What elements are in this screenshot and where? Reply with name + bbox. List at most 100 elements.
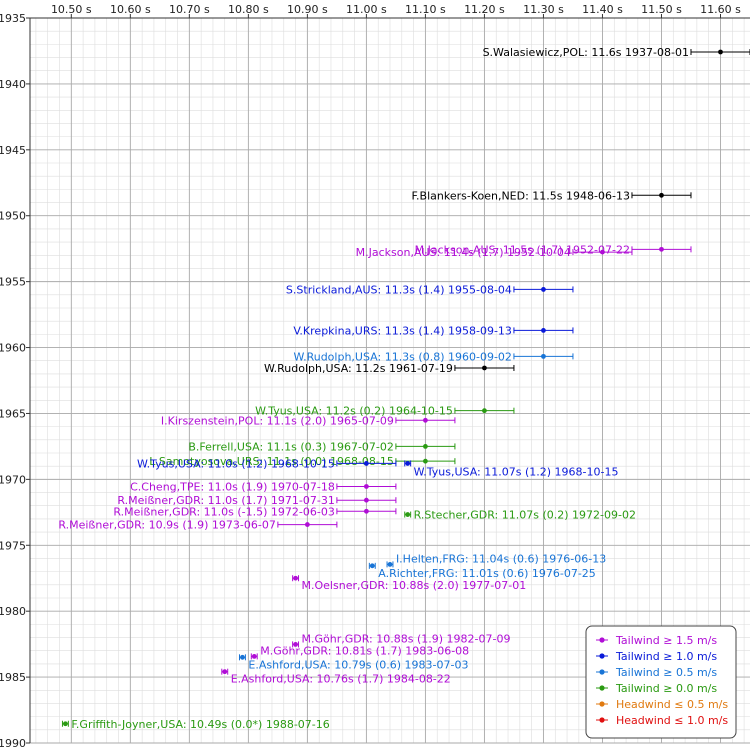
legend-swatch-dot [599, 653, 605, 659]
record-point [405, 461, 411, 466]
x-tick-label: 11.00 s [346, 3, 387, 16]
record-point-group: R.Meißner,GDR: 11.0s (-1.5) 1972-06-03 [113, 505, 397, 518]
record-label: A.Richter,FRG: 11.01s (0.6) 1976-07-25 [378, 567, 596, 580]
y-tick-label: 1955 [0, 276, 26, 289]
legend-label: Tailwind ≥ 1.5 m/s [615, 634, 717, 647]
y-tick-label: 1945 [0, 144, 26, 157]
record-point-group: M.Oelsner,GDR: 10.88s (2.0) 1977-07-01 [292, 575, 526, 592]
record-point [222, 669, 228, 675]
y-tick-label: 1950 [0, 210, 26, 223]
record-point-group: F.Griffith-Joyner,USA: 10.49s (0.0*) 198… [61, 718, 330, 731]
record-point [240, 654, 245, 660]
record-point [718, 49, 723, 55]
record-point [659, 246, 664, 252]
record-label: R.Meißner,GDR: 11.0s (-1.5) 1972-06-03 [113, 505, 334, 518]
record-point [482, 365, 487, 371]
x-tick-label: 11.50 s [641, 3, 682, 16]
x-tick-label: 10.90 s [287, 3, 328, 16]
record-point [387, 561, 393, 567]
record-point [482, 408, 487, 414]
record-point-group: R.Meißner,GDR: 11.0s (1.7) 1971-07-31 [117, 494, 397, 507]
record-point-group: W.Tyus,USA: 11.0s (1.2) 1968-10-15 [137, 457, 397, 470]
record-label: S.Strickland,AUS: 11.3s (1.4) 1955-08-04 [286, 283, 512, 296]
y-tick-label: 1980 [0, 605, 26, 618]
record-point-group: S.Strickland,AUS: 11.3s (1.4) 1955-08-04 [286, 283, 574, 296]
record-point [541, 328, 546, 333]
record-point-group: R.Stecher,GDR: 11.07s (0.2) 1972-09-02 [404, 509, 636, 522]
record-label: M.Jackson,AUS: 11.4s (1.7) 1952-10-04 [356, 246, 571, 259]
record-label: E.Ashford,USA: 10.76s (1.7) 1984-08-22 [231, 673, 451, 686]
record-point-group: E.Ashford,USA: 10.76s (1.7) 1984-08-22 [221, 668, 451, 686]
data-points: S.Walasiewicz,POL: 11.6s 1937-08-01 F.Bla… [58, 46, 750, 731]
legend: Tailwind ≥ 1.5 m/s Tailwind ≥ 1.0 m/s Tail… [585, 625, 737, 739]
record-point-group: M.Jackson,AUS: 11.5s (1.7) 1952-07-22 [415, 243, 692, 256]
record-point [541, 353, 546, 359]
record-point [293, 642, 298, 647]
record-point-group: E.Ashford,USA: 10.79s (0.6) 1983-07-03 [239, 654, 468, 671]
x-tick-label: 11.60 s [700, 3, 741, 16]
record-label: M.Jackson,AUS: 11.5s (1.7) 1952-07-22 [415, 243, 630, 256]
y-tick-label: 1990 [0, 737, 26, 750]
y-tick-label: 1935 [0, 12, 26, 25]
record-point [600, 249, 605, 255]
record-label: R.Meißner,GDR: 10.9s (1.9) 1973-06-07 [58, 519, 275, 532]
y-tick-label: 1940 [0, 78, 26, 91]
record-label: W.Rudolph,USA: 11.3s (0.8) 1960-09-02 [293, 350, 511, 363]
record-point [363, 461, 369, 466]
record-point [251, 653, 257, 659]
record-label: W.Rudolph,USA: 11.2s 1961-07-19 [264, 362, 453, 375]
x-tick-label: 10.80 s [228, 3, 269, 16]
x-tick-label: 11.30 s [523, 3, 564, 16]
record-label: S.Walasiewicz,POL: 11.6s 1937-08-01 [483, 46, 689, 59]
record-point [423, 458, 428, 464]
x-tick-label: 11.40 s [582, 3, 623, 16]
x-tick-label: 10.60 s [110, 3, 151, 16]
record-point [63, 721, 68, 727]
y-tick-label: 1975 [0, 539, 26, 552]
record-point [293, 575, 298, 581]
grid [30, 17, 750, 744]
axes: 10.50 s 10.60 s 10.70 s 10.80 s 10.90 s 11.00… [0, 3, 750, 750]
record-point-group: F.Blankers-Koen,NED: 11.5s 1948-06-13 [411, 189, 692, 202]
record-label: F.Blankers-Koen,NED: 11.5s 1948-06-13 [411, 189, 629, 202]
record-label: R.Meißner,GDR: 11.0s (1.7) 1971-07-31 [117, 494, 334, 507]
y-tick-label: 1985 [0, 671, 26, 684]
record-point-group: I.Helten,FRG: 11.04s (0.6) 1976-06-13 [386, 552, 606, 568]
record-point-group: W.Tyus,USA: 11.07s (1.2) 1968-10-15 [404, 460, 619, 478]
x-tick-label: 11.20 s [464, 3, 505, 16]
record-point-group: W.Rudolph,USA: 11.2s 1961-07-19 [264, 362, 515, 375]
record-point [541, 287, 546, 292]
x-tick-label: 10.70 s [169, 3, 210, 16]
record-point [363, 484, 369, 489]
x-tick-label: 11.10 s [405, 3, 446, 16]
record-label: V.Krepkina,URS: 11.3s (1.4) 1958-09-13 [293, 324, 512, 337]
record-label: B.Ferrell,USA: 11.1s (0.3) 1967-07-02 [188, 440, 394, 453]
record-point-group: I.Kirszenstein,POL: 11.1s (2.0) 1965-07-… [161, 414, 456, 427]
record-label: L.Samotyosova,URS: 11.1s (0.0) 1968-08-1… [149, 455, 394, 468]
record-point-group: A.Richter,FRG: 11.01s (0.6) 1976-07-25 [368, 562, 596, 580]
record-label: W.Tyus,USA: 11.0s (1.2) 1968-10-15 [137, 457, 335, 470]
legend-swatch-dot [599, 717, 605, 723]
legend-swatch-dot [599, 669, 605, 675]
legend-swatch-dot [599, 685, 605, 691]
legend-label: Tailwind ≥ 0.0 m/s [615, 682, 717, 695]
record-label: M.Göhr,GDR: 10.81s (1.7) 1983-06-08 [260, 644, 469, 657]
record-point-group: B.Ferrell,USA: 11.1s (0.3) 1967-07-02 [188, 440, 456, 453]
record-label: R.Stecher,GDR: 11.07s (0.2) 1972-09-02 [414, 509, 636, 522]
record-point-group: M.Göhr,GDR: 10.81s (1.7) 1983-06-08 [250, 644, 469, 660]
legend-label: Headwind ≤ 1.0 m/s [616, 714, 728, 727]
record-label: C.Cheng,TPE: 11.0s (1.9) 1970-07-18 [130, 480, 335, 493]
record-label: W.Tyus,USA: 11.07s (1.2) 1968-10-15 [414, 465, 619, 478]
record-point [659, 192, 664, 198]
legend-box [585, 625, 737, 739]
record-point-group: V.Krepkina,URS: 11.3s (1.4) 1958-09-13 [293, 324, 574, 337]
y-tick-label: 1970 [0, 473, 26, 486]
legend-swatch-dot [599, 701, 605, 707]
legend-label: Headwind ≤ 0.5 m/s [616, 698, 728, 711]
record-point [363, 508, 369, 514]
y-tick-label: 1960 [0, 342, 26, 355]
record-point [369, 563, 375, 569]
record-point-group: M.Jackson,AUS: 11.4s (1.7) 1952-10-04 [356, 246, 633, 259]
record-point [423, 444, 428, 449]
